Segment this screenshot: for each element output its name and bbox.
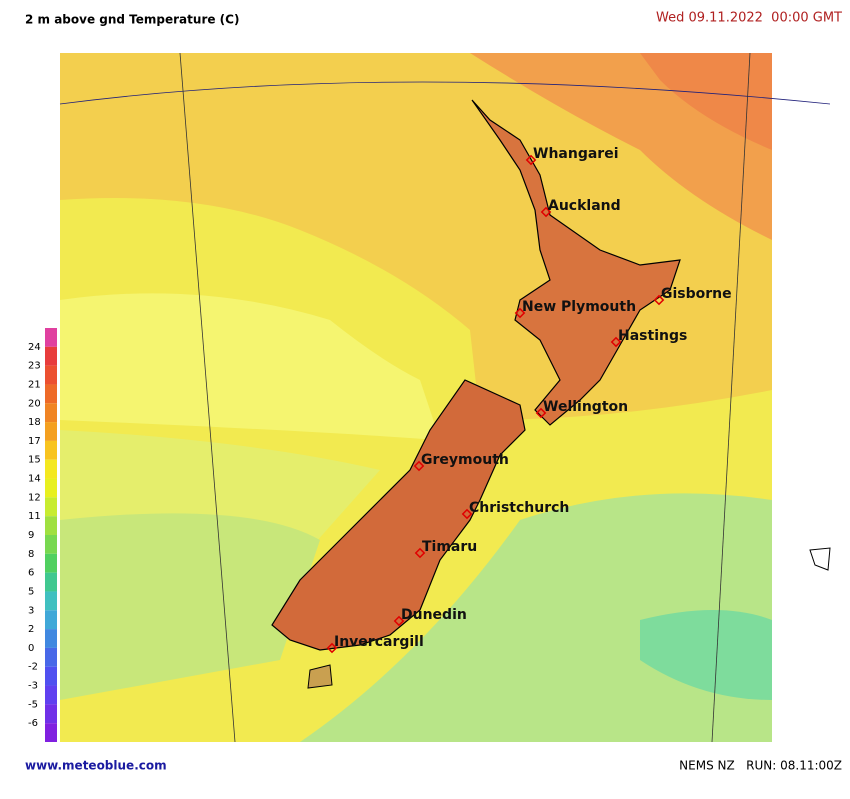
legend-swatch: [45, 535, 57, 554]
city-marker: [653, 294, 665, 306]
legend-swatch: [45, 497, 57, 517]
city-marker: [540, 206, 552, 218]
city-label: Christchurch: [469, 500, 569, 516]
legend-swatch: [45, 723, 57, 742]
legend-swatch: [45, 384, 57, 404]
legend-label: 9: [28, 530, 34, 541]
city-marker: [461, 508, 473, 520]
legend-swatch: [45, 422, 57, 441]
legend-label: 8: [28, 549, 34, 560]
legend-label: 23: [28, 361, 41, 372]
legend-label: 12: [28, 492, 41, 503]
city-label: Gisborne: [661, 286, 732, 302]
city-label: New Plymouth: [522, 299, 636, 315]
legend-swatch: [45, 440, 57, 460]
legend-label: 17: [28, 436, 41, 447]
city-marker: [413, 460, 425, 472]
legend-swatch: [45, 685, 57, 705]
legend-label: 11: [28, 511, 41, 522]
legend-label: 14: [28, 474, 41, 485]
city-label: Hastings: [618, 328, 687, 344]
city-label: Wellington: [543, 399, 628, 415]
legend-label: -5: [28, 699, 38, 710]
map-area: [59, 52, 831, 743]
city-label: Greymouth: [421, 452, 509, 468]
city-label: Timaru: [422, 539, 477, 555]
legend-swatch: [45, 328, 57, 347]
legend-swatch: [45, 591, 57, 611]
legend-label: 18: [28, 417, 41, 428]
city-marker: [514, 307, 526, 319]
legend-swatch: [45, 365, 57, 385]
legend-label: 6: [28, 568, 34, 579]
legend-swatch: [45, 553, 57, 573]
legend-swatch: [45, 610, 57, 630]
legend-label: 21: [28, 379, 41, 390]
city-marker: [326, 642, 338, 654]
source-link[interactable]: www.meteoblue.com: [25, 759, 167, 773]
city-marker: [525, 154, 537, 166]
legend-swatch: [45, 459, 57, 479]
legend-swatch: [45, 647, 57, 667]
legend-swatch: [45, 629, 57, 648]
city-label: Whangarei: [533, 146, 619, 162]
city-marker: [414, 547, 426, 559]
city-label: Invercargill: [334, 634, 424, 650]
legend-label: 5: [28, 586, 34, 597]
legend-label: 3: [28, 605, 34, 616]
city-marker: [535, 407, 547, 419]
city-marker: [610, 336, 622, 348]
legend-label: 15: [28, 455, 41, 466]
legend-swatch: [45, 516, 57, 535]
city-label: Dunedin: [401, 607, 467, 623]
legend-label: 2: [28, 624, 34, 635]
legend-swatch: [45, 478, 57, 498]
city-marker: [393, 615, 405, 627]
legend-swatch: [45, 403, 57, 423]
legend-label: -3: [28, 681, 38, 692]
legend-label: -6: [28, 718, 38, 729]
datetime: Wed 09.11.2022 00:00 GMT: [656, 11, 842, 26]
legend-label: -2: [28, 662, 38, 673]
legend-label: 20: [28, 398, 41, 409]
legend-label: 0: [28, 643, 34, 654]
map-title: 2 m above gnd Temperature (C): [25, 13, 239, 27]
legend-swatch: [45, 704, 57, 724]
legend-swatch: [45, 666, 57, 686]
legend-swatch: [45, 346, 57, 366]
city-label: Auckland: [548, 198, 621, 214]
city-markers: Whangarei Auckland Gisborne New Plymouth Has…: [326, 146, 732, 654]
legend-label: 24: [28, 342, 41, 353]
run-info: NEMS NZ RUN: 08.11:00Z: [679, 759, 842, 773]
legend-swatch: [45, 572, 57, 592]
